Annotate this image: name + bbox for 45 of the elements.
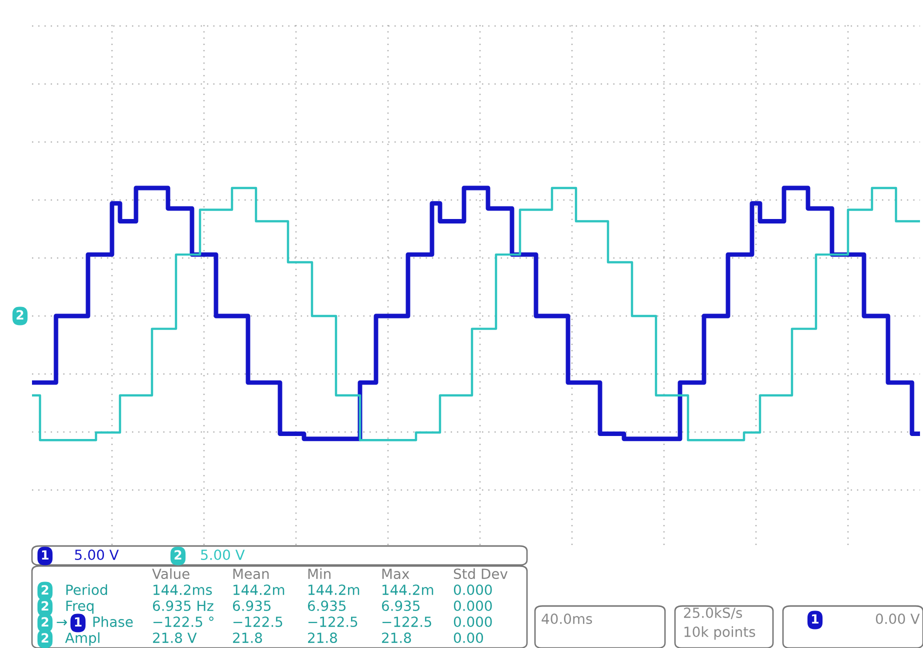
text: Std Dev <box>454 568 508 580</box>
text: 0.00 <box>454 632 483 644</box>
text: 2 <box>16 310 24 320</box>
text: 5.00 V <box>201 550 245 560</box>
text: 2 <box>174 550 182 560</box>
text: 21.8 <box>308 632 337 644</box>
text: −122.5 <box>308 616 358 628</box>
text: → <box>56 620 67 626</box>
text: Mean <box>233 568 269 580</box>
text: 21.8 <box>382 632 411 644</box>
text: 2 <box>42 633 48 642</box>
text: Min <box>308 568 330 579</box>
text: −122.5 ° <box>153 616 214 628</box>
text: 144.2ms <box>154 584 212 596</box>
text: 2 <box>42 601 48 610</box>
text: 5.00 V <box>75 550 119 560</box>
text: 2 <box>42 617 48 626</box>
text: 1 <box>42 550 48 560</box>
text: Period <box>66 584 108 596</box>
text: 144.2m <box>308 584 360 595</box>
text: 0.000 <box>454 616 492 628</box>
text: Phase <box>93 616 133 628</box>
text: −122.5 <box>233 616 282 628</box>
text: 6.935 <box>232 600 271 612</box>
text: 6.935 <box>382 600 420 612</box>
text: 0.000 <box>454 584 492 596</box>
text: Value <box>152 568 190 580</box>
text: Max <box>382 568 410 580</box>
text: 0.000 <box>454 600 492 612</box>
text: 0.00 V <box>876 614 920 624</box>
text: 21.8 <box>233 632 262 644</box>
text: 6.935 <box>308 600 346 612</box>
text: Freq <box>66 600 94 614</box>
text: 2 <box>42 585 48 594</box>
text: 40.0ms <box>542 614 592 624</box>
text: 1 <box>75 617 82 626</box>
text: 6.935 Hz <box>152 600 214 612</box>
text: 10k points <box>684 626 756 640</box>
text: 21.8 V <box>153 632 197 644</box>
text: −122.5 <box>382 616 432 628</box>
text: 144.2m <box>382 584 434 595</box>
text: 1 <box>812 614 818 624</box>
text: Ampl <box>65 632 100 646</box>
text: 25.0kS/s <box>684 607 742 620</box>
text: 144.2m <box>234 584 284 595</box>
